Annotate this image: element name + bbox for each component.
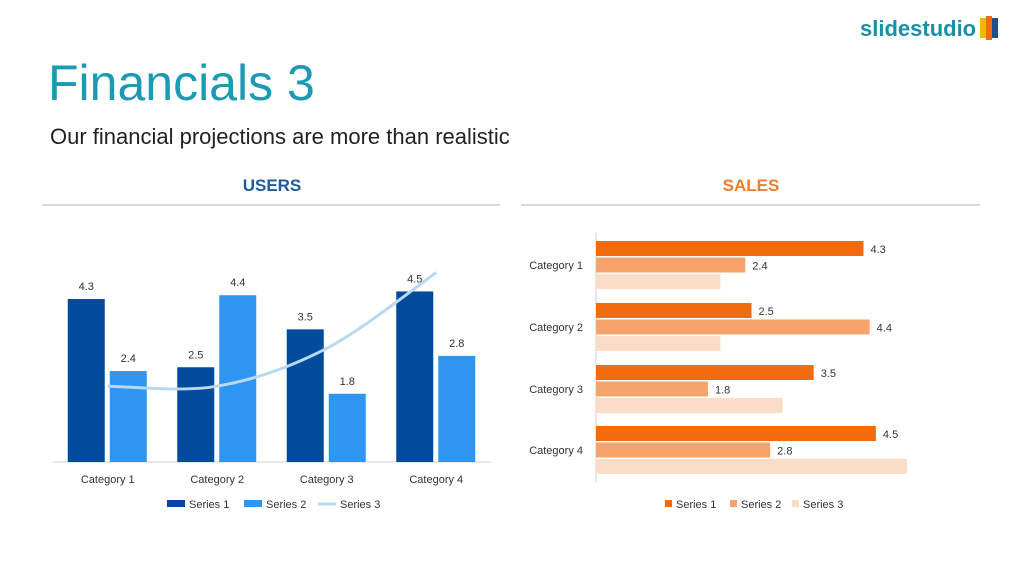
bar-series-3: [596, 398, 783, 413]
page-subtitle: Our financial projections are more than …: [50, 124, 510, 149]
legend-swatch: [244, 500, 262, 507]
data-label: 4.3: [870, 244, 885, 256]
legend-label: Series 2: [266, 499, 306, 511]
legend-swatch: [167, 500, 185, 507]
data-label: 3.5: [821, 368, 836, 380]
data-label: 1.8: [715, 385, 730, 397]
legend-swatch: [665, 500, 672, 507]
category-label: Category 2: [529, 322, 583, 334]
legend-label: Series 3: [340, 499, 380, 511]
bar-series-2: [596, 381, 708, 397]
data-label: 2.8: [777, 446, 792, 458]
bar-series-2: [438, 355, 476, 462]
category-label: Category 1: [81, 474, 135, 486]
sales-heading: SALES: [722, 176, 780, 195]
bar-series-1: [67, 299, 105, 462]
bar-series-3: [596, 459, 907, 474]
legend-label: Series 2: [741, 499, 781, 511]
data-label: 2.4: [121, 353, 136, 365]
bar-series-2: [596, 319, 870, 335]
bar-series-3: [596, 336, 721, 351]
users-divider: [42, 204, 500, 206]
data-label: 2.8: [449, 338, 464, 350]
bar-series-2: [328, 393, 366, 462]
bar-series-1: [596, 426, 876, 441]
bar-series-1: [596, 365, 814, 380]
category-label: Category 3: [300, 474, 354, 486]
category-label: Category 4: [529, 445, 583, 457]
legend-label: Series 3: [803, 499, 843, 511]
line-series-3: [107, 271, 438, 391]
data-label: 4.3: [79, 281, 94, 293]
legend-label: Series 1: [189, 499, 229, 511]
bar-series-1: [596, 241, 864, 256]
legend-swatch: [730, 500, 737, 507]
legend-swatch: [792, 500, 799, 507]
bar-series-3: [596, 274, 721, 289]
category-label: Category 2: [190, 474, 244, 486]
sales-divider: [521, 204, 980, 206]
data-label: 1.8: [340, 376, 355, 388]
logo-mark-icon: [980, 16, 998, 40]
users-heading: USERS: [242, 176, 302, 195]
data-label: 2.5: [188, 349, 203, 361]
bar-series-1: [177, 367, 215, 462]
data-label: 4.4: [877, 323, 892, 335]
data-label: 4.5: [407, 273, 422, 285]
data-label: 3.5: [298, 311, 313, 323]
bar-series-2: [596, 257, 746, 273]
data-label: 4.4: [230, 277, 245, 289]
page-title: Financials 3: [48, 55, 315, 111]
category-label: Category 4: [409, 474, 463, 486]
bar-series-2: [596, 442, 771, 458]
legend-label: Series 1: [676, 499, 716, 511]
bar-series-1: [596, 303, 752, 318]
logo: slidestudio: [860, 16, 977, 41]
category-label: Category 1: [529, 260, 583, 272]
data-label: 2.5: [759, 306, 774, 318]
data-label: 4.5: [883, 429, 898, 441]
bar-series-1: [396, 291, 434, 462]
data-label: 2.4: [752, 261, 767, 273]
category-label: Category 3: [529, 384, 583, 396]
